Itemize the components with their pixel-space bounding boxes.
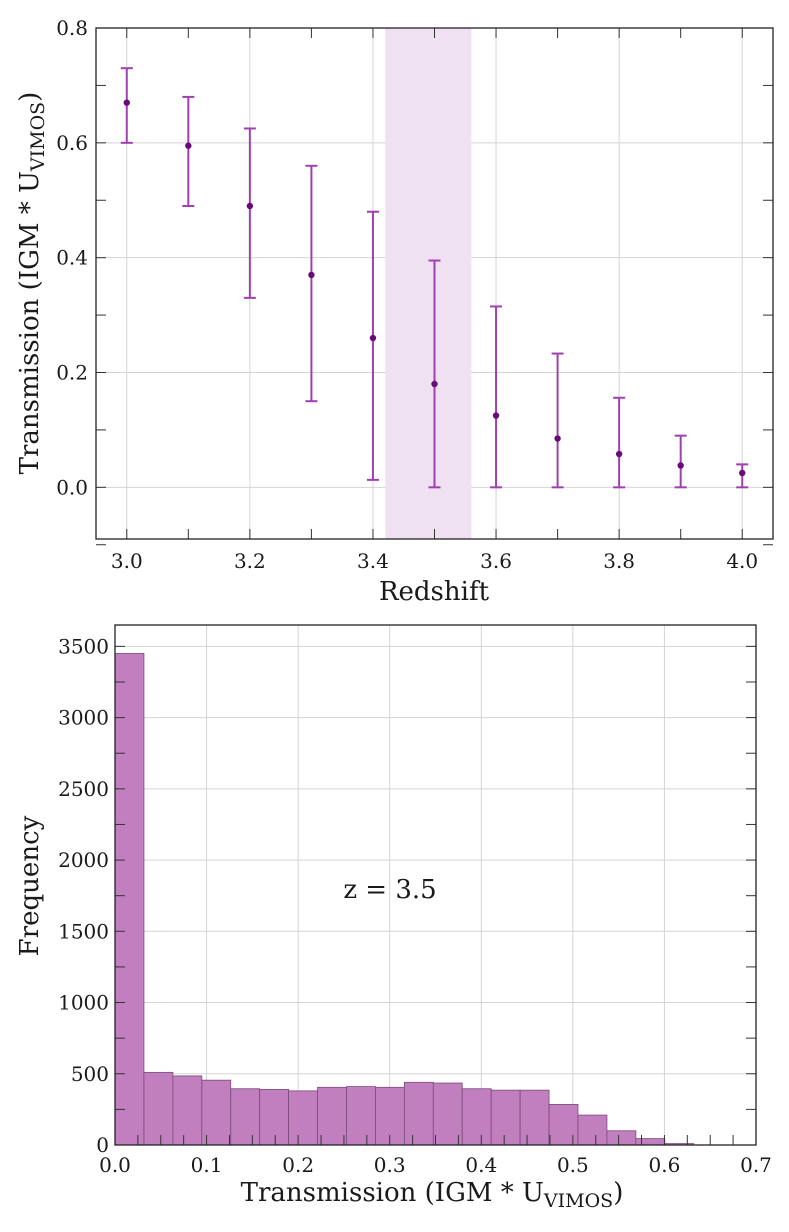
data-point — [492, 412, 500, 419]
y-tick-labels: 0 500 1000 1500 2000 2500 3000 3500 — [58, 634, 109, 1157]
data-point — [677, 462, 684, 469]
histogram-bar — [432, 1082, 463, 1146]
errorbar — [182, 95, 195, 207]
shaded-region — [385, 28, 472, 539]
y-tick-label: 0 — [96, 1133, 109, 1157]
errorbar — [366, 210, 379, 481]
y-axis-label-main: Transmission (IGM * U — [15, 171, 45, 474]
histogram-bar — [490, 1089, 521, 1146]
errorbar — [613, 396, 626, 489]
x-tick-label: 0.5 — [557, 1153, 589, 1177]
data-point — [615, 450, 623, 458]
plot-frame — [95, 27, 774, 540]
histogram-bars — [114, 653, 695, 1146]
y-tick-label: 0.0 — [56, 475, 88, 499]
data-point — [308, 271, 315, 279]
errorbar — [551, 352, 564, 489]
histogram-bar — [606, 1130, 637, 1146]
y-tick-label: 3000 — [58, 706, 109, 730]
x-tick-label: 0.3 — [374, 1153, 406, 1177]
x-tick-labels: 0.0 0.1 0.2 0.3 0.4 0.5 0.6 0.7 — [99, 1153, 772, 1177]
histogram-bar — [259, 1089, 290, 1146]
x-tick-label: 4.0 — [726, 549, 758, 573]
x-tick-label: 3.6 — [480, 549, 512, 573]
data-point — [739, 469, 746, 477]
errorbar — [428, 259, 441, 489]
histogram-bar — [548, 1103, 579, 1146]
y-tick-label: 2500 — [58, 777, 109, 801]
errorbar-series — [120, 67, 749, 489]
x-tick-label: 3.2 — [234, 549, 266, 573]
y-tick-label: 500 — [71, 1062, 109, 1086]
y-tick-label: 0.6 — [56, 131, 88, 155]
y-axis-label-sub: VIMOS — [27, 102, 49, 172]
data-point — [246, 202, 254, 210]
histogram-bar — [519, 1089, 550, 1146]
x-tick-label: 3.4 — [357, 549, 389, 573]
redshift-transmission-panel: 3.0 3.2 3.4 3.6 3.8 4.0 0.0 0.2 0.4 0.6 0.8 Redsh… — [15, 16, 774, 607]
x-tick-label: 0.2 — [282, 1153, 314, 1177]
histogram-bar — [288, 1090, 318, 1146]
histogram-bar — [230, 1088, 261, 1146]
y-tick-label: 1500 — [58, 919, 109, 943]
y-axis-label: Transmission (IGM * UVIMOS) — [15, 92, 49, 475]
y-tick-label: 3500 — [58, 634, 109, 658]
y-tick-label: 0.4 — [56, 246, 88, 270]
y-axis-label-close: ) — [15, 92, 45, 102]
y-tick-label: 0.8 — [56, 16, 88, 40]
x-tick-label: 0.4 — [465, 1153, 497, 1177]
x-tick-label: 3.0 — [111, 549, 143, 573]
x-tick-label: 0.0 — [99, 1153, 131, 1177]
histogram-bar — [635, 1138, 666, 1146]
data-point — [123, 99, 130, 106]
histogram-bar — [461, 1088, 492, 1146]
x-axis-label-main: Transmission (IGM * U — [241, 1178, 544, 1208]
data-point — [185, 142, 192, 149]
histogram-bar — [143, 1071, 174, 1146]
y-tick-label: 1000 — [58, 991, 109, 1015]
tick-marks — [96, 27, 773, 546]
x-tick-label: 0.1 — [191, 1153, 223, 1177]
plot-background — [115, 625, 756, 1145]
y-tick-labels: 0.0 0.2 0.4 0.6 0.8 — [56, 16, 88, 499]
histogram-bar — [346, 1086, 376, 1146]
annotation-label: z = 3.5 — [343, 875, 436, 905]
histogram-bar — [403, 1081, 434, 1146]
x-axis-label-close: ) — [613, 1178, 623, 1208]
y-tick-label: 0.2 — [56, 360, 88, 384]
y-tick-label: 2000 — [58, 848, 109, 872]
histogram-bar — [317, 1086, 347, 1146]
y-axis-label: Frequency — [15, 815, 45, 956]
histogram-bar — [201, 1079, 232, 1146]
transmission-histogram-panel: 0.0 0.1 0.2 0.3 0.4 0.5 0.6 0.7 0 500 1000 1500 200… — [15, 624, 772, 1212]
errorbar — [490, 305, 503, 489]
x-tick-label: 0.6 — [649, 1153, 681, 1177]
histogram-bar — [114, 653, 145, 1146]
errorbar — [243, 127, 256, 299]
x-tick-label: 3.8 — [603, 549, 635, 573]
x-tick-labels: 3.0 3.2 3.4 3.6 3.8 4.0 — [111, 549, 758, 573]
tick-marks — [114, 645, 757, 1146]
errorbar — [305, 164, 318, 403]
data-point — [554, 435, 561, 442]
point-series — [123, 99, 746, 477]
x-axis-label: Transmission (IGM * UVIMOS) — [241, 1178, 624, 1212]
x-tick-label: 0.7 — [740, 1153, 772, 1177]
histogram-bar — [172, 1075, 203, 1146]
errorbar — [674, 434, 687, 489]
x-axis-label: Redshift — [379, 577, 490, 607]
data-point — [431, 380, 438, 388]
plot-frame — [114, 624, 757, 1146]
x-axis-label-sub: VIMOS — [543, 1190, 613, 1212]
data-point — [369, 334, 377, 342]
histogram-bar — [577, 1114, 608, 1146]
